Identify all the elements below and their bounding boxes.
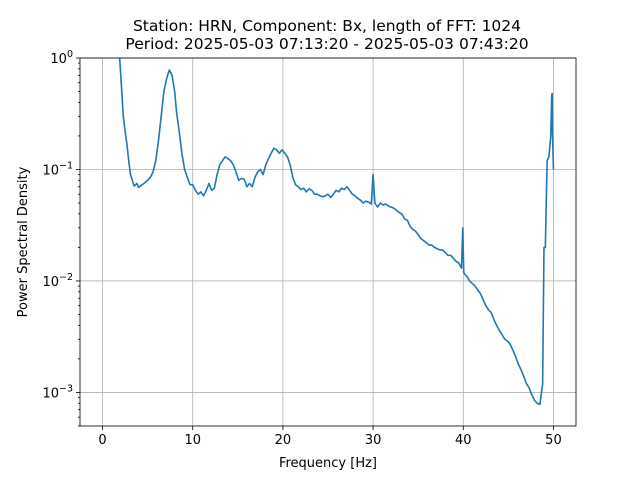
x-tick-label: 10 (184, 433, 201, 448)
x-tick-label: 0 (98, 433, 106, 448)
y-tick-base: 10 (42, 275, 59, 290)
x-tick-label: 50 (545, 433, 562, 448)
y-tick-exponent: −3 (59, 383, 73, 394)
grid (80, 57, 576, 426)
y-tick-exponent: 0 (67, 49, 73, 60)
x-tick-label: 20 (275, 433, 292, 448)
plot-frame (79, 57, 577, 427)
x-axis: 0 10 20 30 40 50 (98, 426, 562, 448)
series-layer (118, 58, 555, 406)
x-tick-label: 30 (365, 433, 382, 448)
y-tick-base: 10 (42, 163, 59, 178)
y-tick-exponent: −1 (59, 160, 73, 171)
x-tick-label: 40 (455, 433, 472, 448)
y-tick-label: 10−3 (42, 383, 73, 401)
y-tick-exponent: −2 (59, 272, 73, 283)
y-tick-label: 100 (50, 49, 73, 67)
psd-series-line (118, 58, 555, 406)
y-tick-label: 10−1 (42, 160, 73, 178)
y-tick-base: 10 (42, 386, 59, 401)
y-axis-label: Power Spectral Density (16, 166, 31, 317)
chart-subtitle: Period: 2025-05-03 07:13:20 - 2025-05-03… (125, 35, 528, 53)
y-tick-base: 10 (50, 52, 67, 67)
chart-title: Station: HRN, Component: Bx, length of F… (133, 17, 521, 35)
y-tick-label: 10−2 (42, 272, 73, 290)
x-axis-label: Frequency [Hz] (279, 456, 377, 471)
